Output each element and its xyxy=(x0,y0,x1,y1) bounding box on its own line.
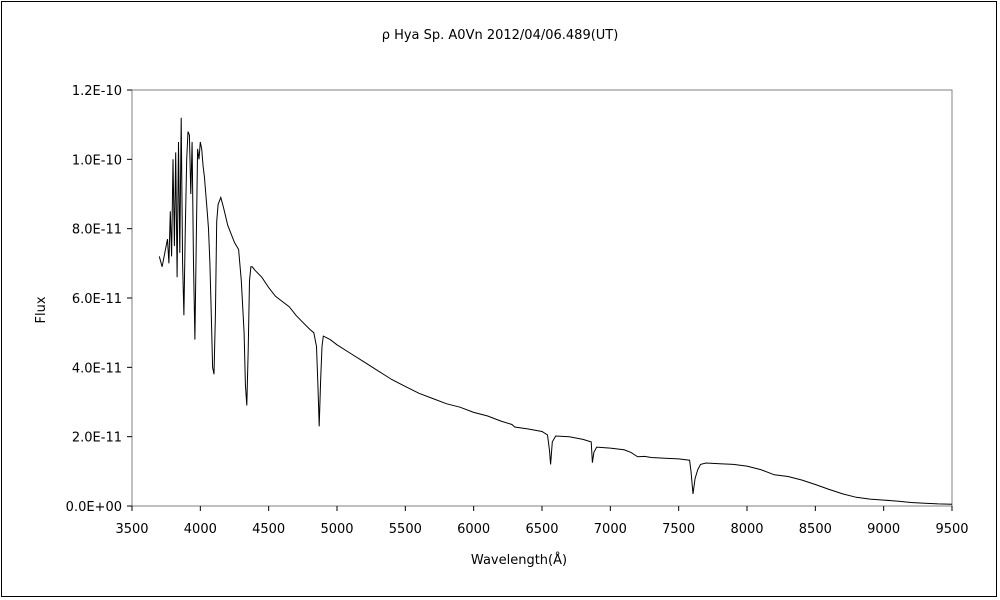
x-tick-label: 6000 xyxy=(457,522,490,537)
x-tick-label: 8000 xyxy=(730,522,763,537)
flux-spectrum-line xyxy=(158,117,953,505)
x-tick-label: 7500 xyxy=(662,522,695,537)
x-axis-label: Wavelength(Å) xyxy=(471,552,567,568)
x-tick-label: 5000 xyxy=(320,522,353,537)
x-tick-label: 9500 xyxy=(935,522,968,537)
x-tick-label: 7000 xyxy=(594,522,627,537)
y-axis-label: Flux xyxy=(34,296,49,323)
x-axis-ticks: 3500 4000 4500 5000 5500 6000 6500 7000 7500 8000… xyxy=(115,506,969,537)
plot-area xyxy=(131,89,953,507)
x-tick-label: 6500 xyxy=(525,522,558,537)
y-tick-label: 6.0E-11 xyxy=(72,292,122,307)
x-tick-label: 9000 xyxy=(867,522,900,537)
y-tick-label: 2.0E-11 xyxy=(72,431,122,446)
y-tick-label: 8.0E-11 xyxy=(72,223,122,238)
y-tick-label: 0.0E+00 xyxy=(66,500,122,515)
chart-title: ρ Hya Sp. A0Vn 2012/04/06.489(UT) xyxy=(382,28,619,43)
y-tick-label: 1.0E-10 xyxy=(72,153,122,168)
x-tick-label: 8500 xyxy=(799,522,832,537)
x-tick-label: 4500 xyxy=(252,522,285,537)
x-tick-label: 5500 xyxy=(389,522,422,537)
y-axis-ticks: 0.0E+00 2.0E-11 4.0E-11 6.0E-11 8.0E-11 1.0E-… xyxy=(66,84,132,515)
y-tick-label: 1.2E-10 xyxy=(72,84,122,99)
x-tick-label: 3500 xyxy=(115,522,148,537)
x-tick-label: 4000 xyxy=(184,522,217,537)
y-tick-label: 4.0E-11 xyxy=(72,361,122,376)
